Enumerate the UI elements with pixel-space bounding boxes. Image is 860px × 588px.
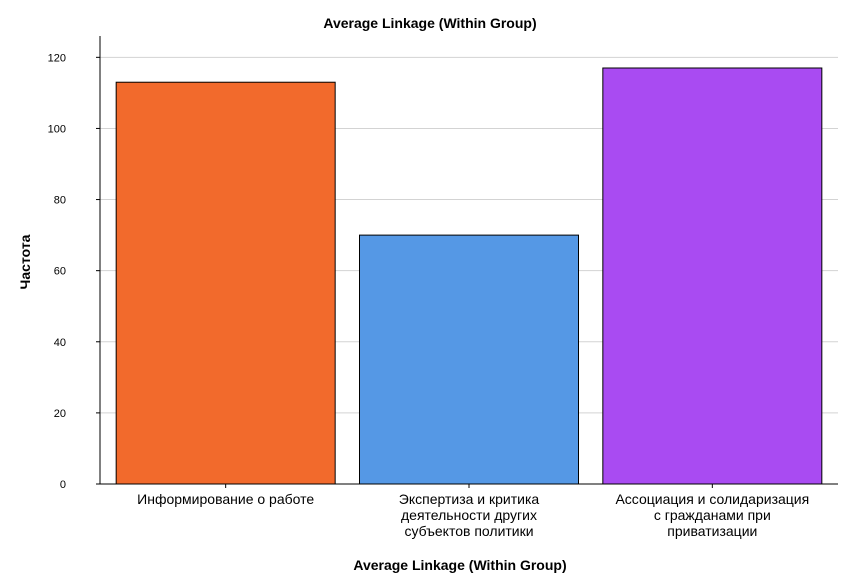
bars bbox=[115, 67, 823, 485]
x-axis-label: Average Linkage (Within Group) bbox=[353, 557, 566, 573]
bar-2 bbox=[359, 234, 579, 485]
x-category-label-line: деятельности других bbox=[401, 507, 537, 523]
x-category-label-line: субъектов политики bbox=[404, 523, 533, 539]
bar-1 bbox=[115, 81, 336, 485]
y-tick-label: 80 bbox=[54, 195, 66, 207]
x-category-label-line: с гражданами при bbox=[654, 507, 771, 523]
y-axis-label: Частота bbox=[17, 234, 33, 289]
x-category-label-line: Экспертиза и критика bbox=[399, 491, 540, 507]
x-category-labels: Информирование о работе Экспертиза и крит… bbox=[137, 484, 809, 539]
x-category-label-1: Информирование о работе bbox=[137, 491, 314, 507]
x-category-label-line: Информирование о работе bbox=[137, 491, 314, 507]
x-category-label-line: приватизации bbox=[667, 523, 757, 539]
y-tick-label: 40 bbox=[54, 337, 66, 349]
x-category-label-2: Экспертиза и критика деятельности других с… bbox=[399, 491, 540, 539]
bar-3 bbox=[602, 67, 823, 485]
y-tick-label: 20 bbox=[54, 408, 66, 420]
y-tick-label: 0 bbox=[60, 479, 66, 491]
chart-title: Average Linkage (Within Group) bbox=[323, 15, 536, 31]
y-tick-label: 60 bbox=[54, 266, 66, 278]
y-tick-label: 120 bbox=[48, 52, 66, 64]
y-tick-labels: 0 20 40 60 80 100 120 bbox=[48, 52, 100, 491]
x-category-label-3: Ассоциация и солидаризация с гражданами п… bbox=[615, 491, 809, 539]
x-category-label-line: Ассоциация и солидаризация bbox=[615, 491, 809, 507]
y-tick-label: 100 bbox=[48, 123, 66, 135]
